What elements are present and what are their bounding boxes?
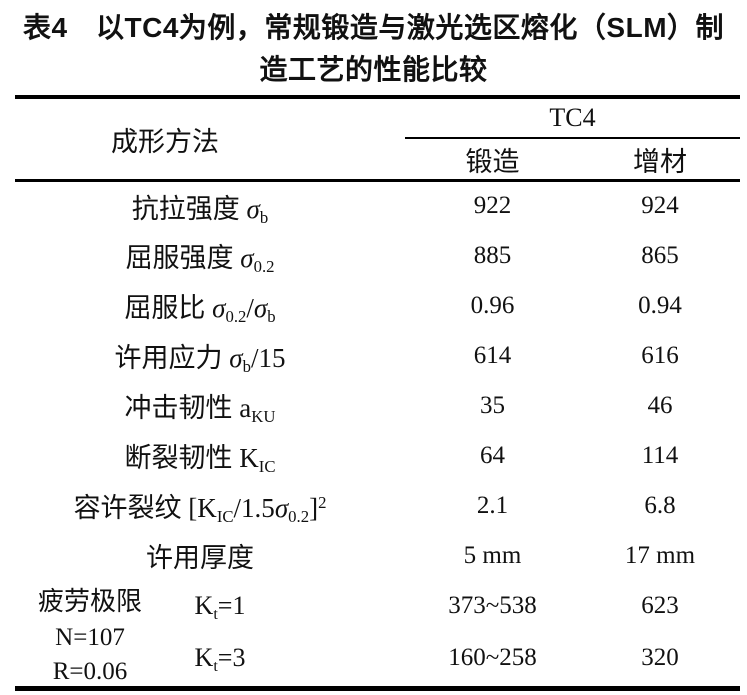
- table-body: 抗拉强度 σb 922 924 屈服强度 σ0.2 885 865 屈服比 σ0.2/σb 0…: [15, 181, 740, 689]
- properties-table: 成形方法 TC4 锻造 增材 抗拉强度 σb 922 924 屈服强度 σ0.2 885…: [15, 95, 741, 691]
- forging-value: 373~538: [448, 591, 537, 619]
- row-label: 许用应力 σb/15: [114, 343, 286, 377]
- forging-value: 0.96: [470, 291, 515, 319]
- row-label: 容许裂纹 [KIC/1.5σ0.2]2: [73, 492, 327, 527]
- table-row: 屈服比 σ0.2/σb 0.96 0.94: [15, 281, 740, 331]
- row-label: 屈服比 σ0.2/σb: [124, 293, 276, 327]
- header-additive: 增材: [580, 138, 741, 182]
- additive-value: 865: [641, 241, 679, 269]
- table-row: 抗拉强度 σb 922 924: [15, 181, 740, 231]
- table-title: 表4 以TC4为例，常规锻造与激光选区熔化（SLM）制 造工艺的性能比较: [0, 0, 747, 91]
- additive-value: 320: [641, 644, 679, 672]
- table-row: 许用厚度 5 mm 17 mm: [15, 531, 740, 581]
- forging-value: 64: [480, 441, 505, 469]
- header-group-tc4: TC4: [405, 97, 741, 139]
- fatigue-label-lines: 疲劳极限 N=107 R=0.06: [15, 581, 165, 686]
- table-row: 屈服强度 σ0.2 885 865: [15, 231, 740, 281]
- forging-value: 160~258: [448, 644, 537, 672]
- kt-label: Kt=3: [194, 643, 246, 676]
- table-row: 许用应力 σb/15 614 616: [15, 331, 740, 381]
- forging-value: 5 mm: [463, 541, 522, 569]
- table-row: 冲击韧性 aKU 35 46: [15, 381, 740, 431]
- row-label: 断裂韧性 KIC: [124, 443, 276, 477]
- table-row: 疲劳极限 N=107 R=0.06 Kt=1 373~538 623: [15, 581, 740, 685]
- additive-value: 616: [641, 341, 679, 369]
- forging-value: 614: [473, 341, 512, 369]
- header-method: 成形方法: [15, 97, 405, 182]
- kt-label: Kt=1: [194, 590, 246, 623]
- table-title-line2: 造工艺的性能比较: [259, 54, 488, 85]
- fatigue-label-cell: 疲劳极限 N=107 R=0.06: [15, 581, 165, 689]
- additive-value: 0.94: [638, 291, 682, 319]
- fatigue-label-line: 疲劳极限: [37, 586, 142, 616]
- forging-value: 2.1: [476, 491, 509, 519]
- table-row: 断裂韧性 KIC 64 114: [15, 431, 740, 481]
- forging-value: 885: [473, 241, 512, 269]
- row-label: 屈服强度 σ0.2: [125, 243, 275, 277]
- header-row-2: 锻造 增材: [15, 138, 741, 182]
- additive-value: 623: [641, 591, 679, 619]
- table-row: Kt=3 160~258 320: [15, 631, 740, 689]
- header-forging: 锻造: [405, 138, 580, 182]
- additive-value: 17 mm: [624, 541, 696, 569]
- table-title-line1: 表4 以TC4为例，常规锻造与激光选区熔化（SLM）制: [22, 12, 725, 43]
- forging-value: 35: [480, 391, 505, 419]
- row-label: 抗拉强度 σb: [131, 193, 269, 227]
- fatigue-label-line: N=107: [55, 623, 125, 651]
- row-label: 许用厚度: [146, 543, 254, 573]
- table-row: 容许裂纹 [KIC/1.5σ0.2]2 2.1 6.8: [15, 481, 740, 531]
- forging-value: 922: [473, 192, 512, 220]
- header-row-1: 成形方法 TC4: [15, 97, 741, 182]
- additive-value: 114: [641, 441, 679, 469]
- additive-value: 924: [641, 192, 679, 220]
- additive-value: 46: [647, 391, 673, 419]
- row-label: 冲击韧性 aKU: [124, 393, 276, 427]
- additive-value: 6.8: [644, 491, 676, 519]
- fatigue-label-line: R=0.06: [52, 657, 128, 685]
